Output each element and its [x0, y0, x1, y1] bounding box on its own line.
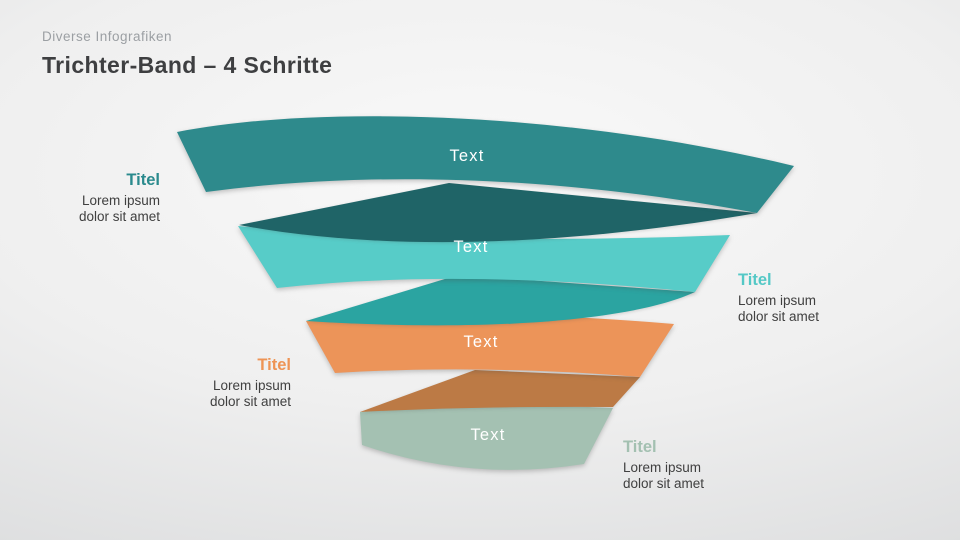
funnel-label-4: Titel Lorem ipsum dolor sit amet: [623, 438, 778, 492]
funnel-band-4-text: Text: [470, 426, 505, 444]
funnel-label-1: Titel Lorem ipsum dolor sit amet: [20, 171, 160, 225]
funnel-band-1-text: Text: [449, 147, 484, 165]
funnel-label-1-title: Titel: [126, 171, 160, 189]
funnel-label-3-body-line2: dolor sit amet: [209, 393, 291, 409]
funnel-label-1-body-line1: Lorem ipsum: [81, 192, 160, 208]
funnel-band-3-text: Text: [463, 333, 498, 351]
funnel-label-2-body-line1: Lorem ipsum: [738, 292, 817, 308]
funnel-label-3: Titel Lorem ipsum dolor sit amet: [151, 356, 291, 410]
funnel-label-1-body-line2: dolor sit amet: [78, 208, 160, 224]
funnel-label-4-body-line1: Lorem ipsum: [623, 459, 702, 475]
funnel-band-2-front: [238, 226, 730, 292]
page-title: Trichter-Band – 4 Schritte: [42, 52, 333, 78]
funnel-band-1-front: [177, 116, 794, 213]
funnel-label-4-body-line2: dolor sit amet: [623, 475, 705, 491]
funnel-label-3-body-line1: Lorem ipsum: [212, 377, 291, 393]
funnel-label-3-title: Titel: [257, 356, 291, 374]
funnel-band-2-text: Text: [453, 238, 488, 256]
funnel-band-4-front: [360, 405, 613, 470]
funnel-label-2: Titel Lorem ipsum dolor sit amet: [738, 271, 893, 325]
funnel-band-3-fold: [360, 370, 640, 412]
funnel-band-2-fold: [306, 275, 695, 326]
funnel-label-4-title: Titel: [623, 438, 657, 456]
funnel-label-2-title: Titel: [738, 271, 772, 289]
funnel-band-1-fold: [239, 183, 757, 243]
funnel-label-2-body-line2: dolor sit amet: [738, 308, 820, 324]
funnel-band-3-front: [306, 314, 674, 377]
eyebrow-text: Diverse Infografiken: [42, 29, 173, 44]
